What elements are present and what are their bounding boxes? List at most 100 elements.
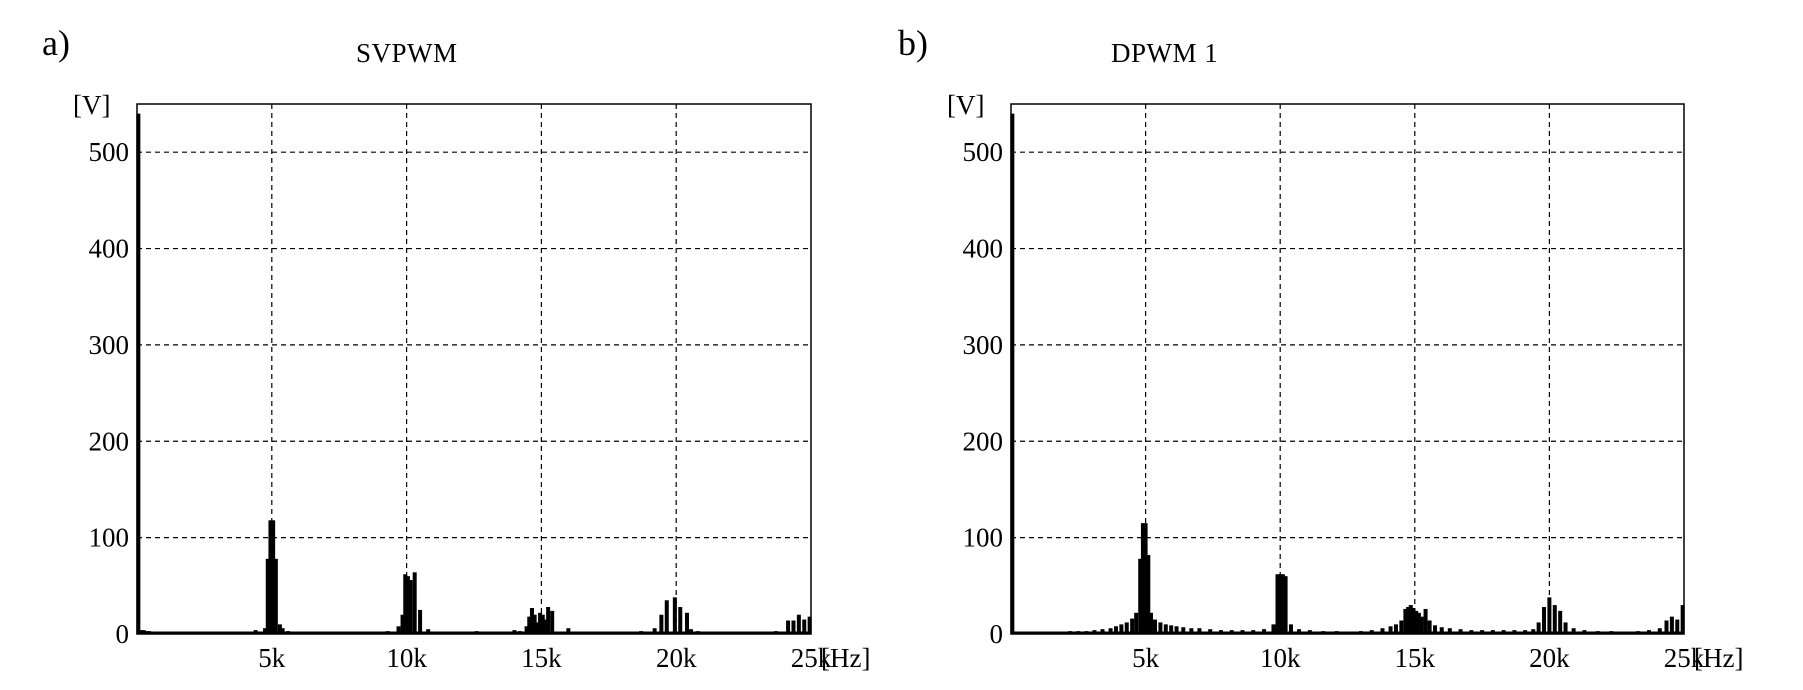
spectrum-bar [1321, 631, 1326, 634]
spectrum-bar [1100, 629, 1105, 634]
spectrum-bar [1146, 554, 1151, 634]
y-axis-label: [V] [73, 90, 110, 120]
spectrum-bar [1348, 632, 1353, 634]
spectrum-bar [232, 633, 237, 634]
spectrum-bar [408, 580, 413, 634]
spectrum-bar [512, 630, 517, 634]
spectrum-bar [1119, 624, 1124, 634]
spectrum-bar [207, 632, 212, 634]
spectrum-bar [755, 632, 760, 634]
spectrum-bar [1636, 631, 1641, 634]
spectrum-bar [1092, 630, 1097, 634]
spectrum-bar [263, 628, 268, 634]
spectrum-bar [1408, 605, 1413, 634]
spectrum-bar [1393, 624, 1398, 634]
spectrum-bar [1403, 608, 1408, 634]
spectrum-bar [529, 607, 534, 634]
spectrum-bar [1174, 626, 1179, 634]
spectrum-bar [1280, 574, 1285, 634]
spectrum-bar [1406, 607, 1411, 634]
spectrum-bar [1427, 620, 1432, 634]
spectrum-bar [1108, 628, 1113, 634]
spectrum-bar [527, 616, 532, 634]
spectrum-bar [620, 633, 625, 634]
spectrum-bar [535, 622, 540, 634]
spectrum-bar [1076, 631, 1081, 634]
y-tick-label: 500 [963, 137, 1004, 167]
spectrum-bar [524, 626, 529, 634]
y-tick-label: 300 [963, 330, 1004, 360]
spectrum-bar [285, 631, 290, 634]
spectrum-bar [426, 629, 431, 634]
plot-frame [1010, 103, 1685, 635]
spectrum-chart: 0 100 200 300 400 500 5k 10k 15k 20k 25k [V] [Hz] [947, 90, 1743, 673]
spectrum-bar [1469, 630, 1474, 634]
spectrum-bar [1283, 576, 1288, 634]
x-tick-label: 20k [656, 643, 697, 673]
spectrum-bar [1399, 620, 1404, 634]
spectrum-bar [385, 631, 390, 634]
spectrum-bar [566, 628, 571, 634]
spectrum-bar [1411, 607, 1416, 634]
spectrum-bar [1143, 523, 1148, 634]
spectrum-bar [532, 614, 537, 634]
spectrum-bar [141, 630, 146, 634]
spectrum-bar [296, 632, 301, 634]
y-tick-label: 400 [89, 234, 130, 264]
spectrum-bar [1416, 612, 1421, 634]
spectrum-bar [1669, 616, 1674, 634]
spectrum-bar [517, 631, 522, 634]
x-tick-label: 25k [791, 643, 832, 673]
spectrum-bar [318, 633, 323, 634]
spectrum-bar [458, 632, 463, 634]
spectrum-bar [1423, 608, 1428, 634]
spectrum-bar [273, 558, 278, 634]
x-tick-label: 15k [521, 643, 562, 673]
spectrum-bar [1558, 610, 1563, 634]
x-tick-label: 20k [1529, 643, 1570, 673]
spectrum-bar [1547, 597, 1552, 634]
chart-title: SVPWM [356, 38, 458, 68]
y-tick-label: 0 [116, 619, 130, 649]
spectrum-bar [1571, 628, 1576, 634]
spectrum-bar [1068, 631, 1073, 634]
y-axis-label: [V] [947, 90, 984, 120]
spectrum-bar [403, 574, 408, 634]
spectrum-bar [1675, 619, 1680, 634]
spectrum-bar [684, 612, 689, 634]
spectrum-bar [802, 619, 807, 634]
spectrum-bar [1414, 610, 1419, 634]
spectrum-bar [1240, 630, 1245, 634]
spectrum-bar [259, 632, 264, 634]
spectrum-bar [543, 619, 548, 634]
spectrum-bar [1251, 630, 1256, 634]
spectrum-bar [445, 632, 450, 634]
spectrum-bar [1490, 630, 1495, 634]
spectrum-bar [1218, 630, 1223, 634]
spectrum-bar [1680, 605, 1685, 634]
spectrum-bar [1334, 631, 1339, 634]
spectrum-bar [400, 614, 405, 634]
spectrum-bar [1271, 624, 1276, 634]
x-tick-label: 25k [1664, 643, 1705, 673]
spectrum-bar [412, 572, 417, 634]
spectrum-bar [659, 614, 664, 634]
spectrum-bar [1010, 113, 1015, 635]
spectrum-bar [1208, 629, 1213, 634]
spectrum-bar [1140, 523, 1145, 634]
y-tick-label: 400 [963, 234, 1004, 264]
spectrum-bar [550, 610, 555, 634]
spectrum-bar [1060, 632, 1065, 634]
chart-panel-svpwm: a) SVPWM 0 100 200 300 400 500 5k 10k 15k 20k 25k[… [0, 0, 900, 690]
spectrum-bar [714, 632, 719, 634]
spectrum-bar [1262, 629, 1267, 634]
spectrum-bar [1134, 612, 1139, 634]
spectrum-bar [144, 631, 149, 634]
spectrum-bar [1552, 605, 1557, 634]
spectrum-bar [672, 597, 677, 634]
spectrum-bar [664, 600, 669, 634]
spectrum-bar [796, 614, 801, 634]
spectrum-bar [1163, 624, 1168, 634]
x-tick-label: 15k [1395, 643, 1436, 673]
spectrum-bar [147, 631, 152, 634]
